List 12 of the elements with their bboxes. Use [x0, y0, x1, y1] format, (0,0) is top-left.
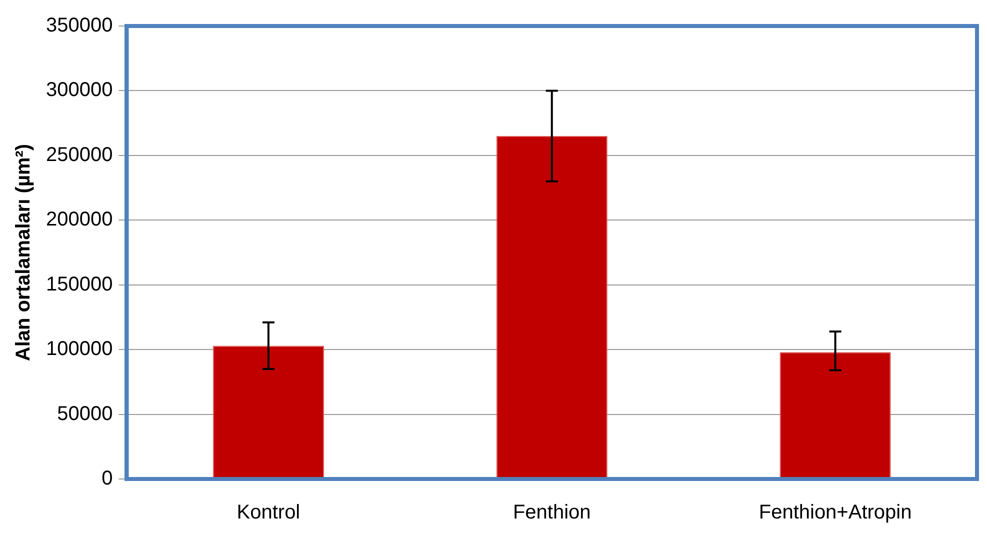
y-tick-label: 350000: [46, 14, 113, 37]
x-tick-label: Fenthion+Atropin: [758, 502, 912, 524]
y-tick-label: 50000: [57, 402, 113, 425]
y-tick-label: 300000: [46, 79, 113, 102]
y-tick-label: 200000: [46, 208, 113, 231]
y-tick-label: 150000: [46, 273, 113, 296]
y-tick-label: 250000: [46, 144, 113, 166]
y-tick-label: 100000: [46, 338, 113, 360]
x-tick-label: Kontrol: [236, 502, 300, 524]
y-axis-title: Alan ortalamaları (µm²): [12, 144, 35, 362]
x-tick-label: Fenthion: [512, 502, 591, 524]
y-tick-label: 0: [102, 468, 113, 490]
